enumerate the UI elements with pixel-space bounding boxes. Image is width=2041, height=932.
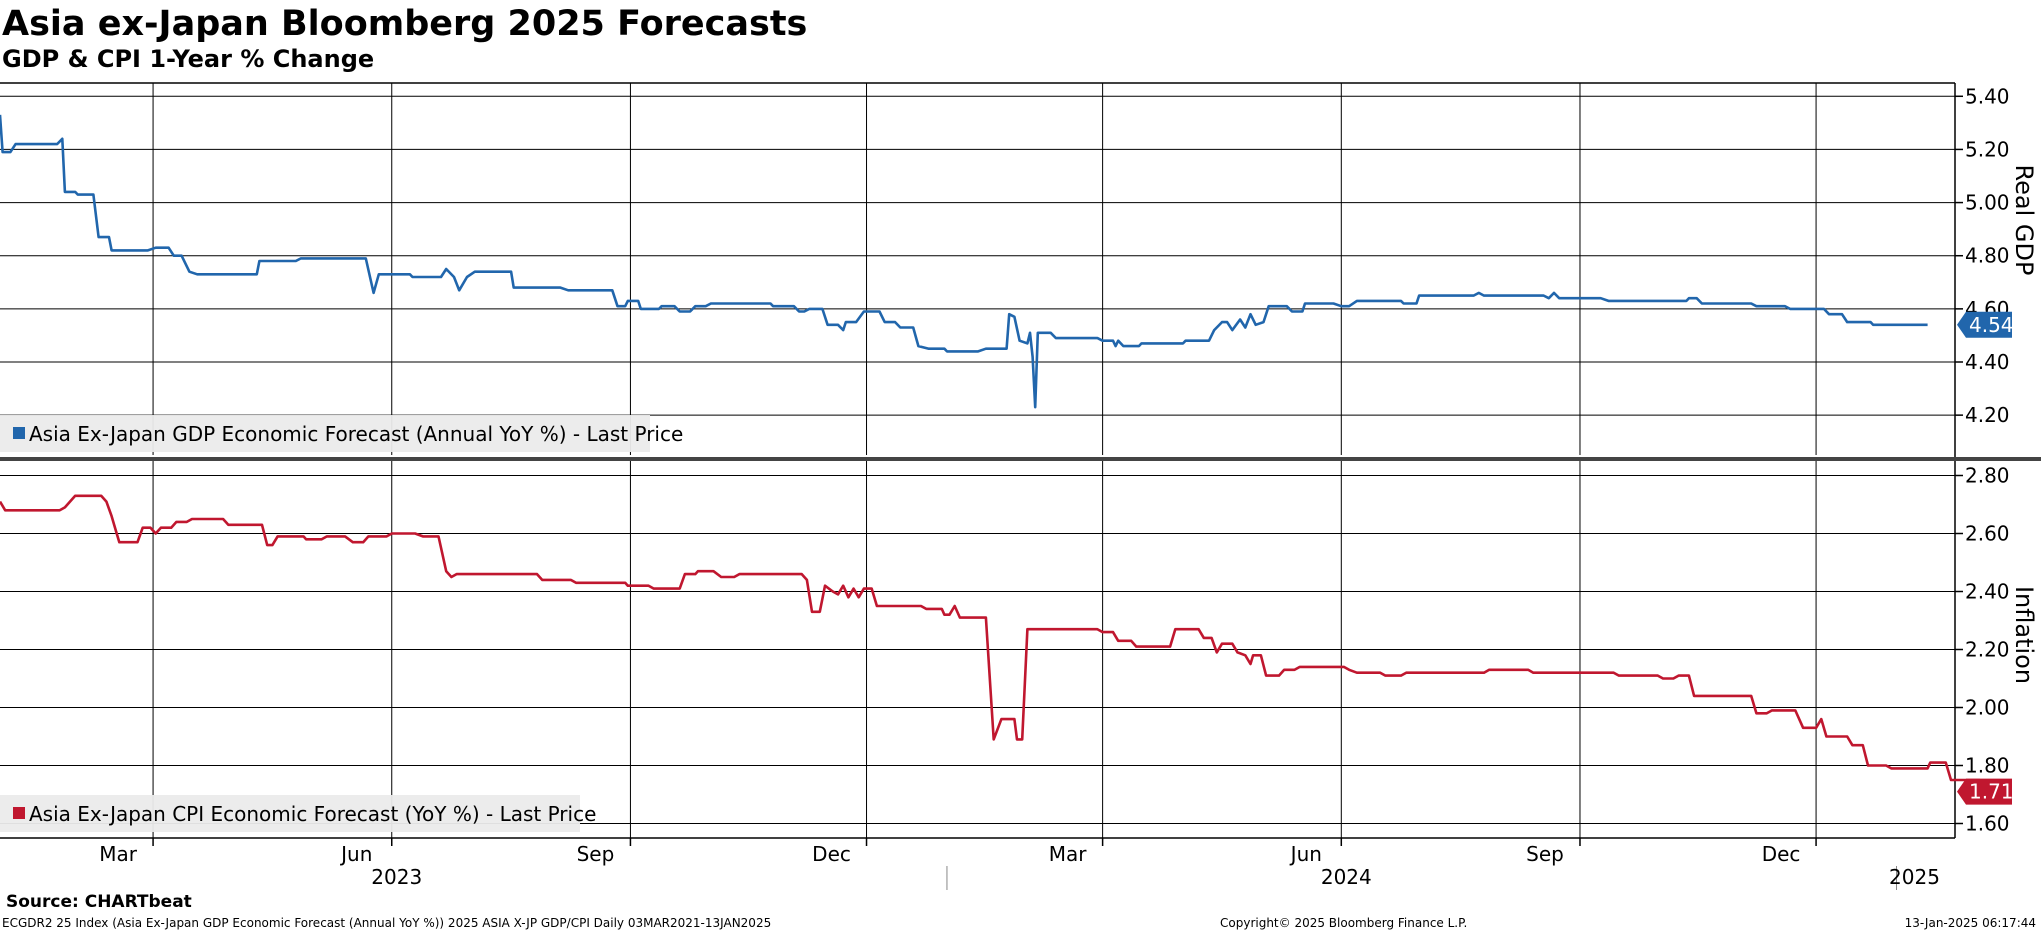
- gdp-legend-swatch: [13, 427, 25, 439]
- xtick-year-label: 2024: [1321, 865, 1372, 889]
- gdp-ytick-label: 4.20: [1965, 403, 2010, 427]
- gdp-ytick-label: 5.20: [1965, 137, 2010, 161]
- xtick-month-label: Mar: [99, 842, 138, 866]
- cpi-ytick-label: 2.00: [1965, 696, 2010, 720]
- cpi-series-line: [0, 494, 1989, 793]
- cpi-legend: Asia Ex-Japan CPI Economic Forecast (YoY…: [0, 795, 596, 832]
- xtick-month-label: Dec: [1762, 842, 1801, 866]
- xtick-month-label: Mar: [1049, 842, 1088, 866]
- xtick-month-label: Jun: [1289, 842, 1322, 866]
- footer-left: ECGDR2 25 Index (Asia Ex-Japan GDP Econo…: [2, 916, 771, 930]
- xtick-month-label: Sep: [577, 842, 615, 866]
- series-lines: [0, 114, 1989, 793]
- cpi-last-value-label: 1.71: [1969, 780, 2014, 804]
- cpi-last-value-tag: [1957, 778, 2012, 805]
- gdp-ytick-label: 5.40: [1965, 84, 2010, 108]
- gdp-ytick-label: 4.40: [1965, 350, 2010, 374]
- gdp-series-line: [0, 114, 1928, 409]
- panel-divider: [0, 457, 2041, 461]
- chart-subtitle: GDP & CPI 1-Year % Change: [2, 45, 374, 73]
- inflation-axis-label: Inflation: [2010, 586, 2038, 684]
- gdp-legend-label: Asia Ex-Japan GDP Economic Forecast (Ann…: [29, 422, 683, 446]
- source-note: Source: CHARTbeat: [6, 892, 192, 912]
- gdp-axis-label: Real GDP: [2010, 165, 2038, 276]
- xtick-month-label: Sep: [1526, 842, 1564, 866]
- gdp-legend: Asia Ex-Japan GDP Economic Forecast (Ann…: [0, 415, 683, 452]
- cpi-legend-swatch: [13, 807, 25, 819]
- cpi-ytick-label: 2.20: [1965, 638, 2010, 662]
- xtick-year-label: 2025: [1889, 865, 1940, 889]
- cpi-ytick-label: 1.60: [1965, 812, 2010, 836]
- cpi-legend-label: Asia Ex-Japan CPI Economic Forecast (YoY…: [29, 802, 596, 826]
- gdp-last-value-label: 4.54: [1969, 313, 2014, 337]
- footer-center: Copyright© 2025 Bloomberg Finance L.P.: [1220, 916, 1467, 930]
- last-value-tags: 4.54 1.71: [1957, 311, 2014, 805]
- gdp-ytick-label: 4.80: [1965, 244, 2010, 268]
- cpi-ytick-label: 1.80: [1965, 754, 2010, 778]
- cpi-ytick-label: 2.40: [1965, 580, 2010, 604]
- chart-title: Asia ex-Japan Bloomberg 2025 Forecasts: [2, 4, 807, 44]
- footer-right: 13-Jan-2025 06:17:44: [1905, 916, 2036, 930]
- xtick-year-label: 2023: [371, 865, 422, 889]
- x-axis: Mar Jun Sep Dec Mar Jun Sep Dec 2023 2024 2025: [99, 838, 1940, 890]
- grid-lines: [0, 83, 1955, 838]
- gdp-ytick-label: 5.00: [1965, 191, 2010, 215]
- xtick-month-label: Dec: [812, 842, 851, 866]
- gdp-last-value-tag: [1957, 311, 2012, 338]
- cpi-ytick-label: 2.80: [1965, 464, 2010, 488]
- xtick-month-label: Jun: [339, 842, 372, 866]
- cpi-ytick-label: 2.60: [1965, 522, 2010, 546]
